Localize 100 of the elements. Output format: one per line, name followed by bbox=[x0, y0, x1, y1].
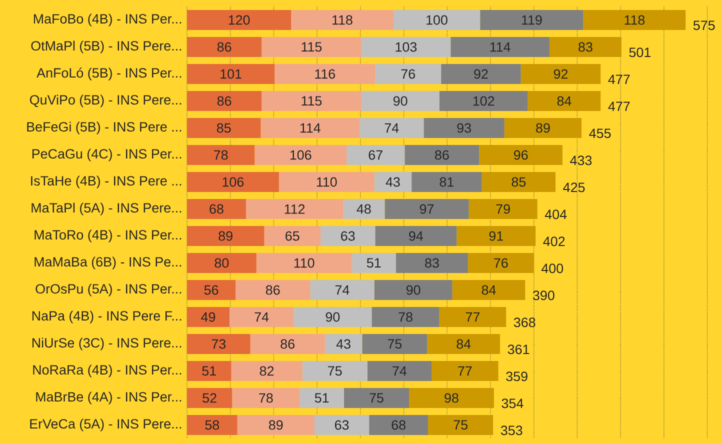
y-tick-label: MaToRo (4B) - INS Per... bbox=[34, 230, 182, 242]
bar bbox=[482, 172, 556, 192]
bar bbox=[361, 37, 451, 57]
data-label: 51 bbox=[202, 366, 216, 376]
data-label: 118 bbox=[624, 15, 645, 25]
bar bbox=[393, 10, 480, 30]
data-label: 89 bbox=[218, 231, 232, 241]
bar bbox=[260, 118, 360, 138]
bar bbox=[236, 280, 310, 300]
bar bbox=[424, 118, 504, 138]
data-label: 116 bbox=[315, 69, 336, 79]
bar bbox=[256, 253, 352, 273]
bar bbox=[404, 145, 480, 165]
data-label: 65 bbox=[286, 231, 300, 241]
bar bbox=[324, 334, 362, 354]
y-tick-label: MaBrBe (4A) - INS Per... bbox=[36, 392, 182, 404]
data-label: 77 bbox=[466, 312, 480, 322]
data-label: 86 bbox=[217, 96, 232, 106]
data-label: 43 bbox=[386, 177, 400, 187]
bar bbox=[302, 361, 368, 381]
bar bbox=[362, 334, 428, 354]
data-label: 76 bbox=[494, 258, 508, 268]
bar bbox=[375, 64, 442, 84]
data-label: 74 bbox=[384, 123, 399, 133]
bar bbox=[441, 64, 521, 84]
data-label: 85 bbox=[512, 177, 526, 187]
data-label: 102 bbox=[473, 96, 494, 106]
bar bbox=[520, 64, 601, 84]
data-label: 106 bbox=[222, 177, 244, 187]
data-label: 67 bbox=[368, 150, 382, 160]
data-label: 49 bbox=[201, 312, 216, 322]
data-label: 86 bbox=[266, 285, 280, 295]
bar bbox=[187, 334, 250, 354]
data-label: 110 bbox=[294, 258, 314, 268]
bar bbox=[187, 145, 255, 165]
bar bbox=[360, 118, 424, 138]
bar bbox=[432, 361, 498, 381]
bar bbox=[187, 199, 246, 219]
data-label: 63 bbox=[334, 420, 349, 430]
bar bbox=[372, 307, 440, 327]
data-label: 85 bbox=[216, 123, 231, 133]
total-label: 575 bbox=[693, 20, 715, 30]
bar bbox=[300, 388, 344, 408]
bar bbox=[187, 307, 230, 327]
data-label: 74 bbox=[392, 366, 407, 376]
data-label: 51 bbox=[366, 258, 381, 268]
data-label: 86 bbox=[280, 339, 294, 349]
total-label: 400 bbox=[541, 264, 564, 274]
data-label: 90 bbox=[406, 285, 420, 295]
bar bbox=[468, 199, 538, 219]
total-label: 501 bbox=[629, 48, 651, 58]
bar bbox=[450, 37, 550, 57]
data-label: 118 bbox=[332, 15, 352, 25]
data-label: 100 bbox=[426, 15, 448, 25]
data-label: 76 bbox=[401, 69, 416, 79]
total-label: 477 bbox=[608, 102, 630, 112]
bar bbox=[346, 145, 405, 165]
bar bbox=[452, 280, 526, 300]
bar bbox=[504, 118, 582, 138]
bar bbox=[231, 361, 302, 381]
bar bbox=[439, 307, 506, 327]
bar bbox=[254, 145, 347, 165]
bar bbox=[396, 253, 468, 273]
data-label: 103 bbox=[396, 42, 417, 52]
data-label: 82 bbox=[260, 366, 274, 376]
y-tick-label: NoRaRa (4B) - INS Per... bbox=[33, 364, 182, 378]
bar bbox=[412, 172, 482, 192]
bar bbox=[291, 10, 394, 30]
bar bbox=[369, 415, 428, 435]
bar bbox=[232, 388, 300, 408]
total-label: 455 bbox=[589, 128, 611, 138]
data-label: 73 bbox=[212, 339, 226, 349]
data-label: 91 bbox=[489, 231, 503, 241]
bar bbox=[187, 253, 256, 273]
data-label: 58 bbox=[205, 420, 220, 430]
data-label: 75 bbox=[370, 393, 384, 403]
data-label: 115 bbox=[302, 96, 322, 106]
y-tick-label: ErVeCa (5A) - INS Pere... bbox=[30, 418, 182, 432]
total-label: 354 bbox=[502, 398, 524, 408]
y-tick-label: MaFoBo (4B) - INS Per... bbox=[34, 14, 182, 26]
bar bbox=[278, 172, 374, 192]
data-label: 92 bbox=[474, 69, 488, 79]
bar bbox=[187, 37, 262, 57]
bar bbox=[187, 64, 275, 84]
data-label: 51 bbox=[314, 393, 329, 403]
total-label: 425 bbox=[563, 182, 585, 192]
data-label: 83 bbox=[578, 42, 592, 52]
bar bbox=[479, 145, 562, 165]
y-tick-label: OrOsPu (5A) - INS Per... bbox=[36, 284, 182, 296]
bar bbox=[352, 253, 396, 273]
bar bbox=[250, 334, 325, 354]
bar bbox=[343, 199, 385, 219]
data-label: 110 bbox=[316, 177, 337, 187]
bar bbox=[549, 37, 622, 57]
bar bbox=[528, 91, 601, 111]
total-label: 390 bbox=[532, 290, 554, 300]
bar bbox=[427, 334, 500, 354]
total-label: 368 bbox=[514, 318, 536, 328]
data-label: 94 bbox=[409, 231, 424, 241]
bar bbox=[187, 388, 232, 408]
